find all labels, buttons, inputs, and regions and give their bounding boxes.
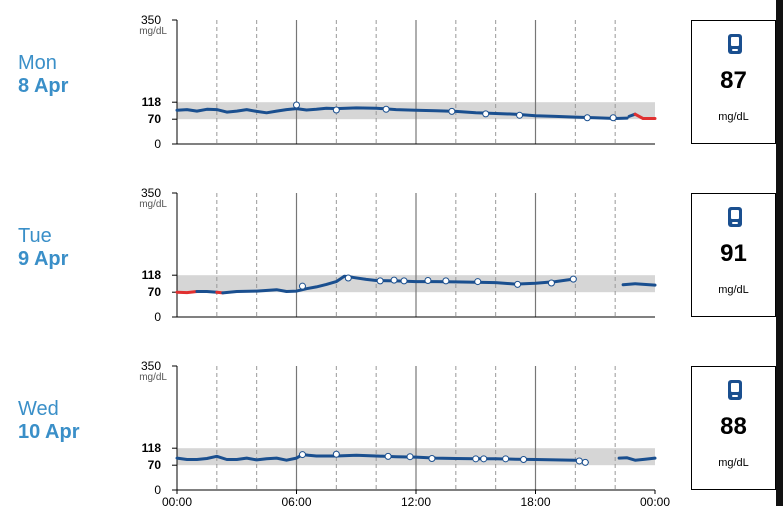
scrollbar-edge [776, 0, 783, 506]
glucose-trace-segment [621, 282, 657, 287]
scan-marker [448, 107, 456, 115]
y-tick-label: 0 [154, 137, 161, 151]
day-row-tue: Tue 9 Apr 350 118 70 0 mg/dL 91 mg/dL [0, 173, 783, 333]
y-tick-label: 118 [142, 441, 162, 455]
scan-marker [376, 277, 384, 285]
scan-marker [332, 106, 340, 114]
y-tick-label: 70 [148, 458, 162, 472]
reading-unit: mg/dL [718, 457, 749, 469]
scan-marker [472, 455, 480, 463]
y-tick-label: 350 [141, 186, 161, 200]
reading-unit: mg/dL [718, 284, 749, 296]
glucose-trace-segment [617, 456, 657, 462]
day-row-mon: Mon 8 Apr 350 118 70 0 mg/dL 87 mg/dL [0, 0, 783, 160]
scan-marker [482, 110, 490, 118]
day-label: Mon 8 Apr [18, 52, 68, 98]
y-tick-label: 118 [142, 95, 162, 109]
x-tick-label: 06:00 [281, 495, 311, 506]
day-name: Wed [18, 398, 59, 420]
glucose-trace-segment [175, 453, 589, 464]
scan-marker [382, 105, 390, 113]
y-tick-label: 0 [154, 310, 161, 324]
scan-marker [575, 457, 583, 465]
day-label: Tue 9 Apr [18, 225, 68, 271]
glucose-meter-icon [727, 206, 743, 233]
reading-unit: mg/dL [718, 111, 749, 123]
scan-marker [514, 280, 522, 288]
glucose-chart: 350 118 70 0 mg/dL 00:00 06:00 12:00 18:00 00:00 [139, 359, 670, 506]
glucose-chart: 350 118 70 0 mg/dL [139, 186, 657, 324]
reading-card: 88 mg/dL [691, 366, 776, 490]
scan-marker [474, 278, 482, 286]
glucose-trace-segment [175, 290, 199, 295]
y-tick-label: 0 [154, 483, 161, 497]
scan-marker [502, 455, 510, 463]
scan-marker [609, 114, 617, 122]
y-tick-label: 70 [148, 112, 162, 126]
y-unit-label: mg/dL [139, 372, 167, 383]
day-date: 9 Apr [18, 248, 69, 270]
scan-marker [581, 458, 589, 466]
scan-marker [332, 450, 340, 458]
y-unit-label: mg/dL [139, 26, 167, 37]
day-name: Mon [18, 52, 57, 74]
y-tick-label: 350 [141, 359, 161, 373]
glucose-chart: 350 118 70 0 mg/dL [139, 13, 657, 151]
reading-value: 87 [720, 67, 747, 94]
scan-marker [428, 454, 436, 462]
scan-marker [424, 277, 432, 285]
day-name: Tue [18, 225, 52, 247]
x-tick-label: 18:00 [520, 495, 550, 506]
day-date: 8 Apr [18, 75, 69, 97]
x-tick-label: 00:00 [162, 495, 192, 506]
scan-marker [384, 452, 392, 460]
glucose-trace-segment [175, 106, 629, 120]
x-tick-label: 00:00 [640, 495, 670, 506]
reading-value: 91 [720, 240, 747, 267]
reading-value: 88 [720, 413, 747, 440]
scan-marker [547, 279, 555, 287]
scan-marker [298, 282, 306, 290]
y-tick-label: 350 [141, 13, 161, 27]
y-tick-label: 118 [142, 268, 162, 282]
scan-marker [442, 277, 450, 285]
scan-marker [400, 277, 408, 285]
day-row-wed: Wed 10 Apr 350 118 70 0 mg/dL 00:00 06:00 12:00 18… [0, 346, 783, 506]
glucose-meter-icon [727, 33, 743, 60]
scan-marker [293, 101, 300, 109]
x-tick-label: 12:00 [401, 495, 431, 506]
y-unit-label: mg/dL [139, 199, 167, 210]
reading-card: 87 mg/dL [691, 20, 776, 144]
glucose-meter-icon [727, 379, 743, 406]
scan-marker [516, 111, 524, 119]
scan-marker [344, 274, 352, 282]
glucose-trace-segment [195, 290, 219, 294]
y-tick-label: 70 [148, 285, 162, 299]
scan-marker [569, 275, 577, 283]
scan-marker [520, 456, 528, 464]
glucose-trace-segment [633, 112, 657, 120]
day-label: Wed 10 Apr [18, 398, 80, 444]
scan-marker [480, 455, 488, 463]
reading-card: 91 mg/dL [691, 193, 776, 317]
scan-marker [390, 276, 398, 284]
day-date: 10 Apr [18, 421, 80, 443]
scan-marker [406, 453, 414, 461]
scan-marker [298, 451, 306, 459]
scan-marker [583, 114, 591, 122]
